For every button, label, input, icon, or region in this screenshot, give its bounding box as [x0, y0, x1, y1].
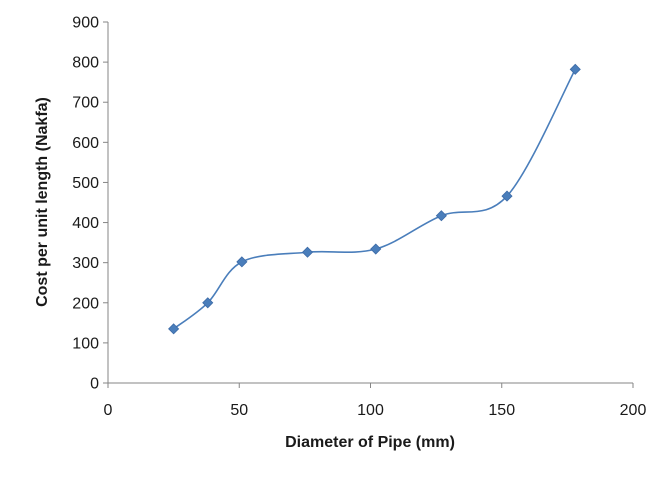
- x-tick-label: 100: [357, 402, 384, 419]
- x-tick-label: 150: [488, 402, 515, 419]
- axes: 0 100 200 300 400 500 600 700 800 900 0 50 100 150 200: [72, 15, 646, 420]
- y-tick-label: 700: [72, 95, 99, 112]
- y-tick-label: 600: [72, 135, 99, 152]
- y-tick-label: 200: [72, 295, 99, 312]
- data-point: [435, 210, 447, 222]
- data-point: [168, 323, 180, 335]
- x-tick-label: 0: [104, 402, 113, 419]
- y-tick-label: 400: [72, 215, 99, 232]
- data-point: [301, 246, 314, 258]
- y-tick-label: 900: [72, 15, 99, 32]
- y-tick-label: 800: [72, 55, 99, 72]
- y-tick-label: 100: [72, 335, 99, 352]
- x-axis-title: Diameter of Pipe (mm): [285, 434, 455, 451]
- x-tick-label: 50: [230, 402, 248, 419]
- data-point: [236, 256, 248, 268]
- data-point: [370, 243, 382, 255]
- series-layer: [168, 63, 581, 335]
- data-point: [501, 190, 513, 202]
- y-tick-label: 300: [72, 255, 99, 272]
- y-tick-label: 500: [72, 175, 99, 192]
- series-line: [173, 68, 576, 330]
- data-point: [569, 63, 581, 75]
- y-axis-title: Cost per unit length (Nakfa): [34, 97, 51, 307]
- x-tick-label: 200: [620, 402, 647, 419]
- data-point: [202, 297, 214, 309]
- y-tick-label: 0: [90, 376, 99, 393]
